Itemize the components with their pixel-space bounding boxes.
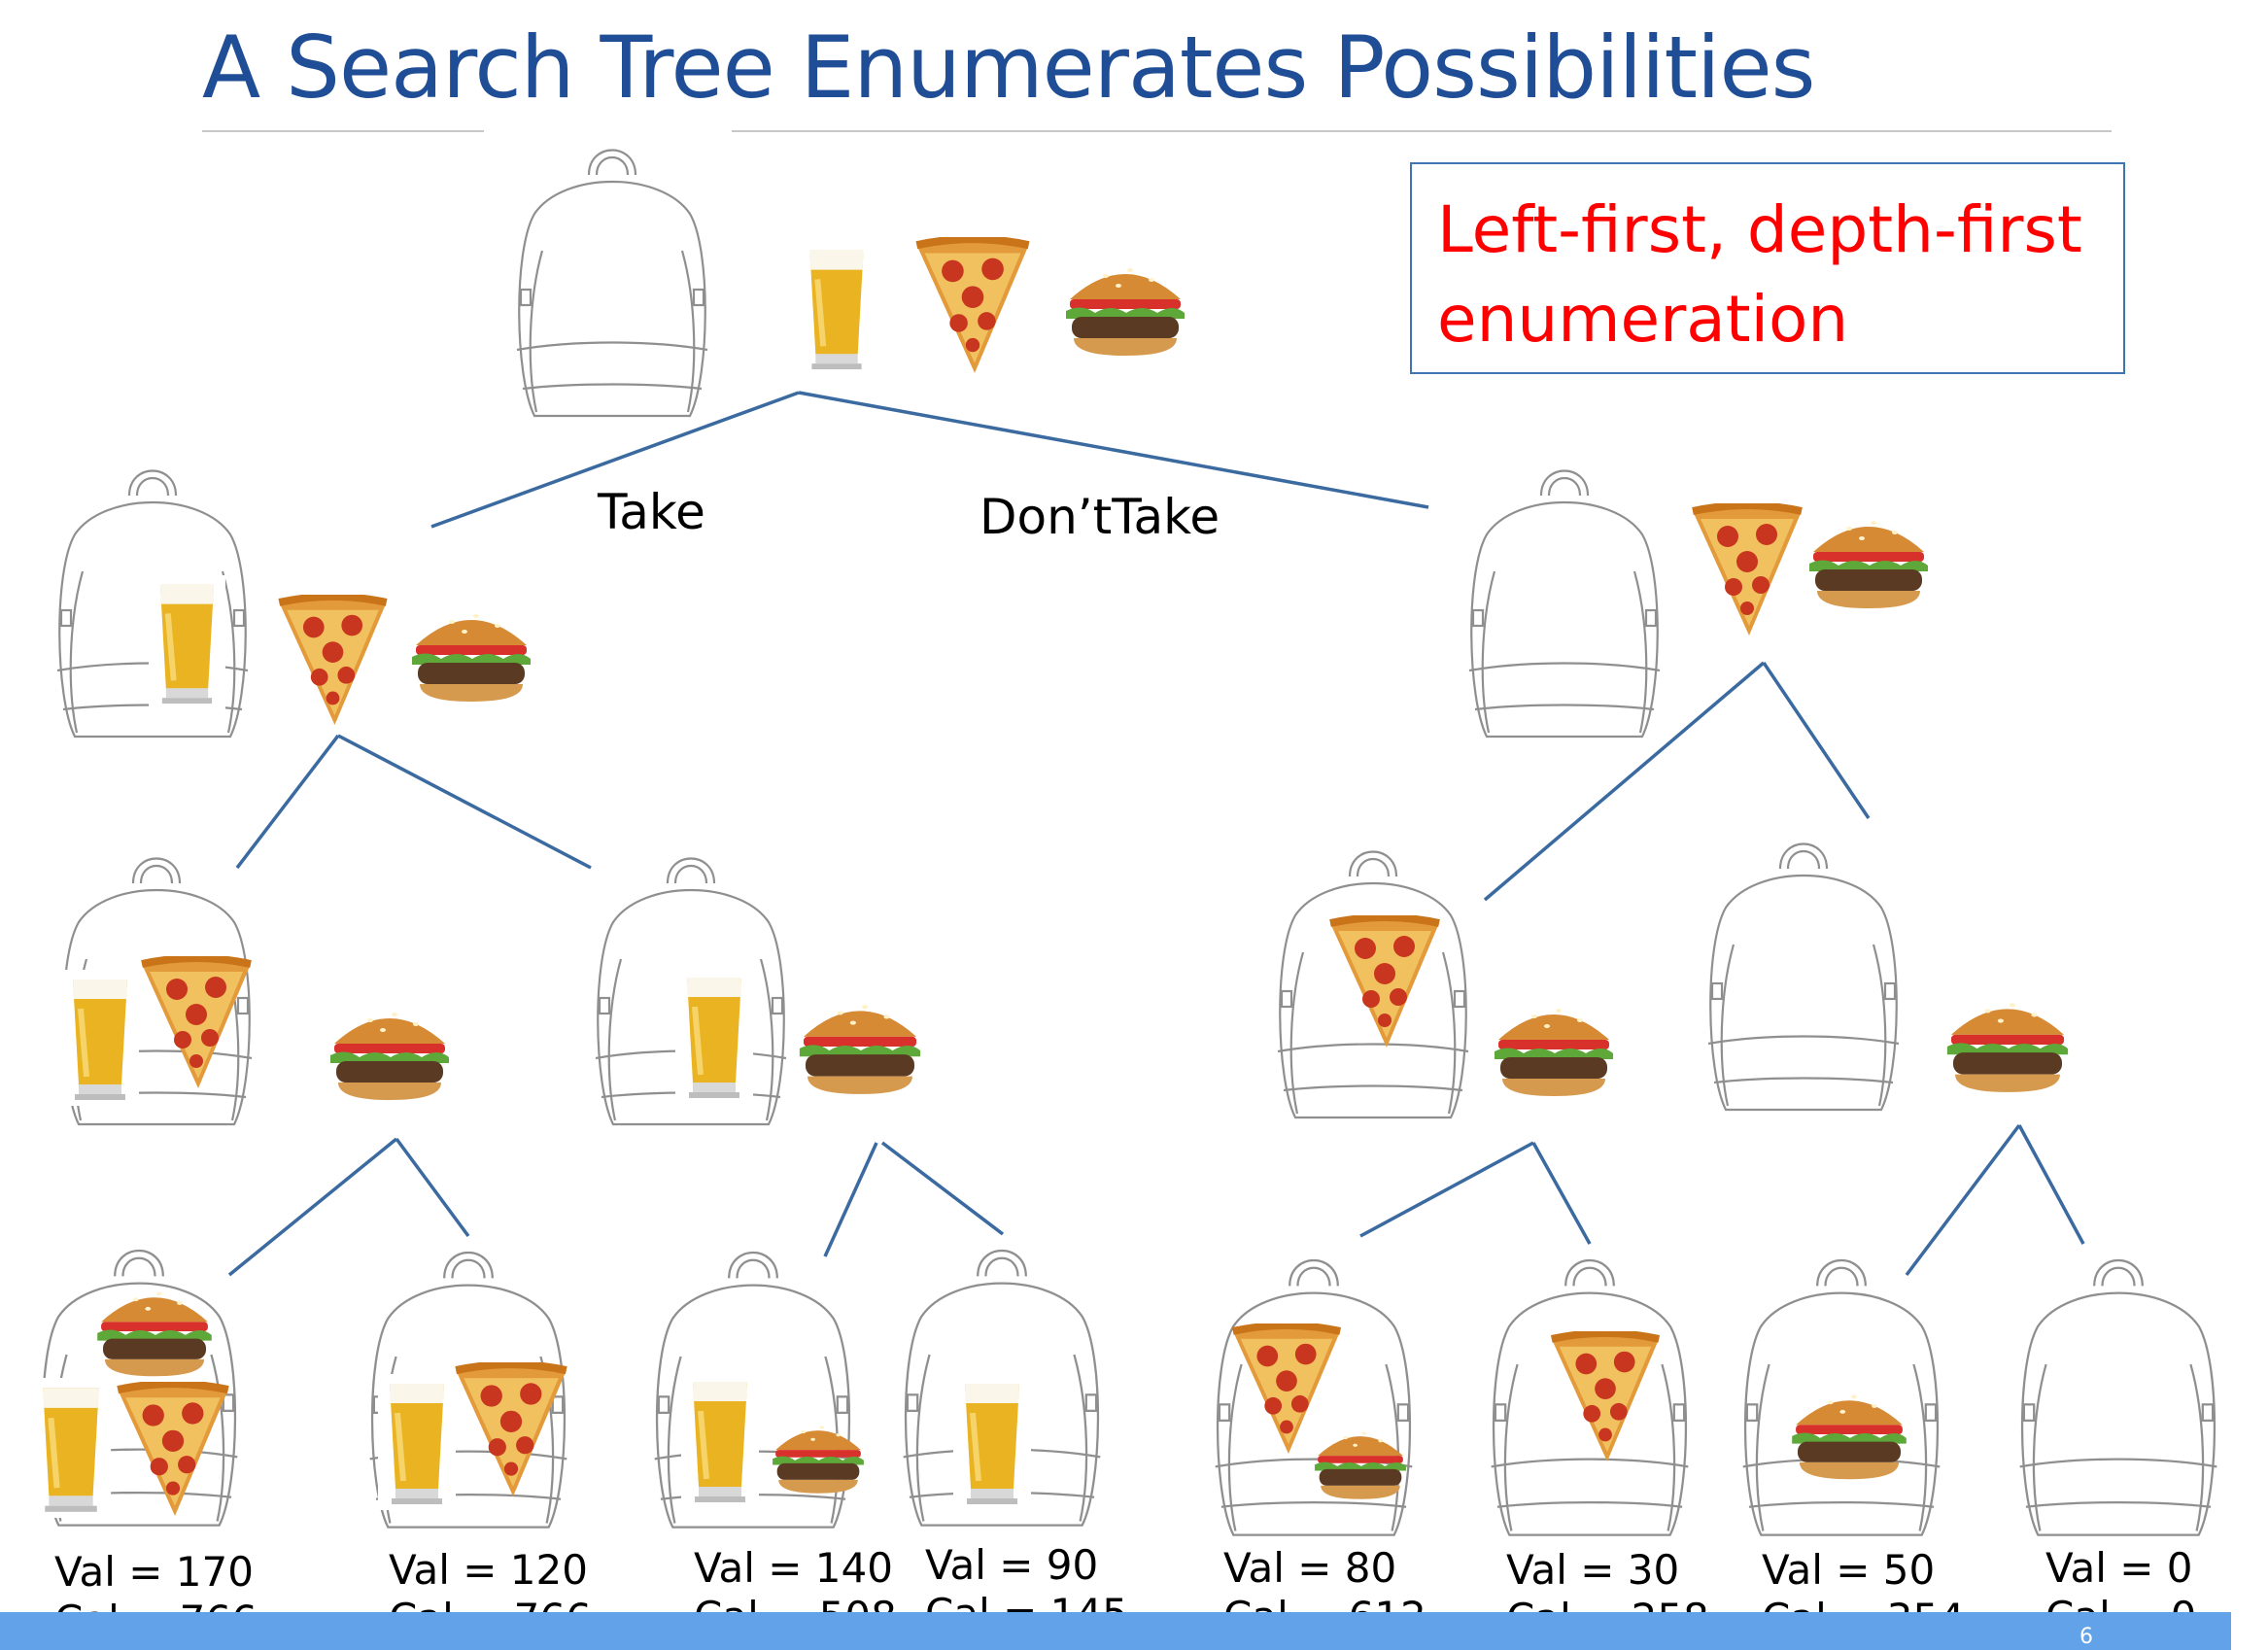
- note-line-2: enumeration: [1437, 282, 1849, 357]
- pizza-icon: [1233, 1325, 1340, 1454]
- burger-icon: [97, 1291, 212, 1377]
- edge-p-take: [1359, 1141, 1534, 1238]
- title-rule-right: [732, 130, 2112, 132]
- burger-icon: [1809, 521, 1928, 608]
- edge-b-take: [823, 1142, 878, 1257]
- leaf-value: Val = 90: [925, 1541, 1099, 1589]
- leaf-value: Val = 50: [1762, 1546, 1936, 1594]
- edge-bp-take: [227, 1137, 398, 1277]
- leaf-value: Val = 120: [389, 1546, 588, 1594]
- beer-icon: [378, 1374, 456, 1510]
- leaf-value: Val = 80: [1223, 1544, 1397, 1592]
- burger-icon: [1495, 1009, 1613, 1096]
- burger-icon: [1946, 1003, 2069, 1092]
- edge-root-dont-take: [798, 391, 1429, 509]
- leaf-value: Val = 170: [54, 1548, 254, 1596]
- backpack-icon: [1741, 1258, 1942, 1536]
- note-box: Left-first, depth-first enumeration: [1410, 162, 2125, 374]
- burger-icon: [799, 1005, 921, 1094]
- backpack-icon: [1706, 842, 1901, 1112]
- edge-none-take: [1905, 1123, 2021, 1277]
- edge-nobeer-dont-take: [1762, 662, 1871, 819]
- pizza-icon: [1330, 917, 1439, 1048]
- leaf-value: Val = 30: [1506, 1546, 1680, 1594]
- pizza-icon: [142, 958, 251, 1088]
- backpack-icon: [515, 149, 709, 418]
- slide-number: 6: [2079, 1625, 2093, 1649]
- burger-icon: [773, 1426, 864, 1494]
- burger-icon: [330, 1013, 449, 1100]
- edge-label-dont-take: Don’tTake: [979, 489, 1220, 545]
- beer-icon: [953, 1374, 1031, 1510]
- pizza-icon: [916, 239, 1028, 373]
- burger-icon: [1066, 268, 1185, 356]
- burger-icon: [412, 614, 531, 702]
- backpack-icon: [2018, 1258, 2218, 1536]
- edge-nobeer-take: [1483, 661, 1766, 902]
- beer-icon: [675, 968, 753, 1104]
- beer-icon: [61, 970, 139, 1106]
- edge-none-dont-take: [2017, 1124, 2085, 1245]
- title-rule-left: [202, 130, 484, 132]
- beer-icon: [31, 1378, 111, 1518]
- edge-beer-take: [235, 734, 340, 870]
- beer-icon: [149, 575, 225, 709]
- leaf-value: Val = 140: [694, 1544, 893, 1592]
- edge-label-take: Take: [598, 484, 705, 540]
- beer-icon: [681, 1372, 759, 1508]
- note-line-1: Left-first, depth-first: [1437, 192, 2082, 267]
- leaf-value: Val = 0: [2045, 1544, 2193, 1592]
- footer-bar: [0, 1612, 2231, 1650]
- burger-icon: [1792, 1394, 1907, 1480]
- edge-bp-dont-take: [395, 1137, 470, 1238]
- pizza-icon: [279, 597, 386, 725]
- beer-icon: [799, 241, 876, 375]
- pizza-icon: [456, 1364, 567, 1496]
- backpack-icon: [1467, 469, 1662, 739]
- pizza-icon: [1693, 505, 1802, 636]
- slide-title: A Search Tree Enumerates Possibilities: [202, 17, 1815, 118]
- edge-beer-dont-take: [337, 734, 592, 870]
- pizza-icon: [1552, 1333, 1659, 1461]
- edge-p-dont-take: [1531, 1142, 1592, 1245]
- edge-root-take: [430, 391, 800, 529]
- burger-icon: [1315, 1431, 1406, 1499]
- edge-b-dont-take: [880, 1141, 1005, 1236]
